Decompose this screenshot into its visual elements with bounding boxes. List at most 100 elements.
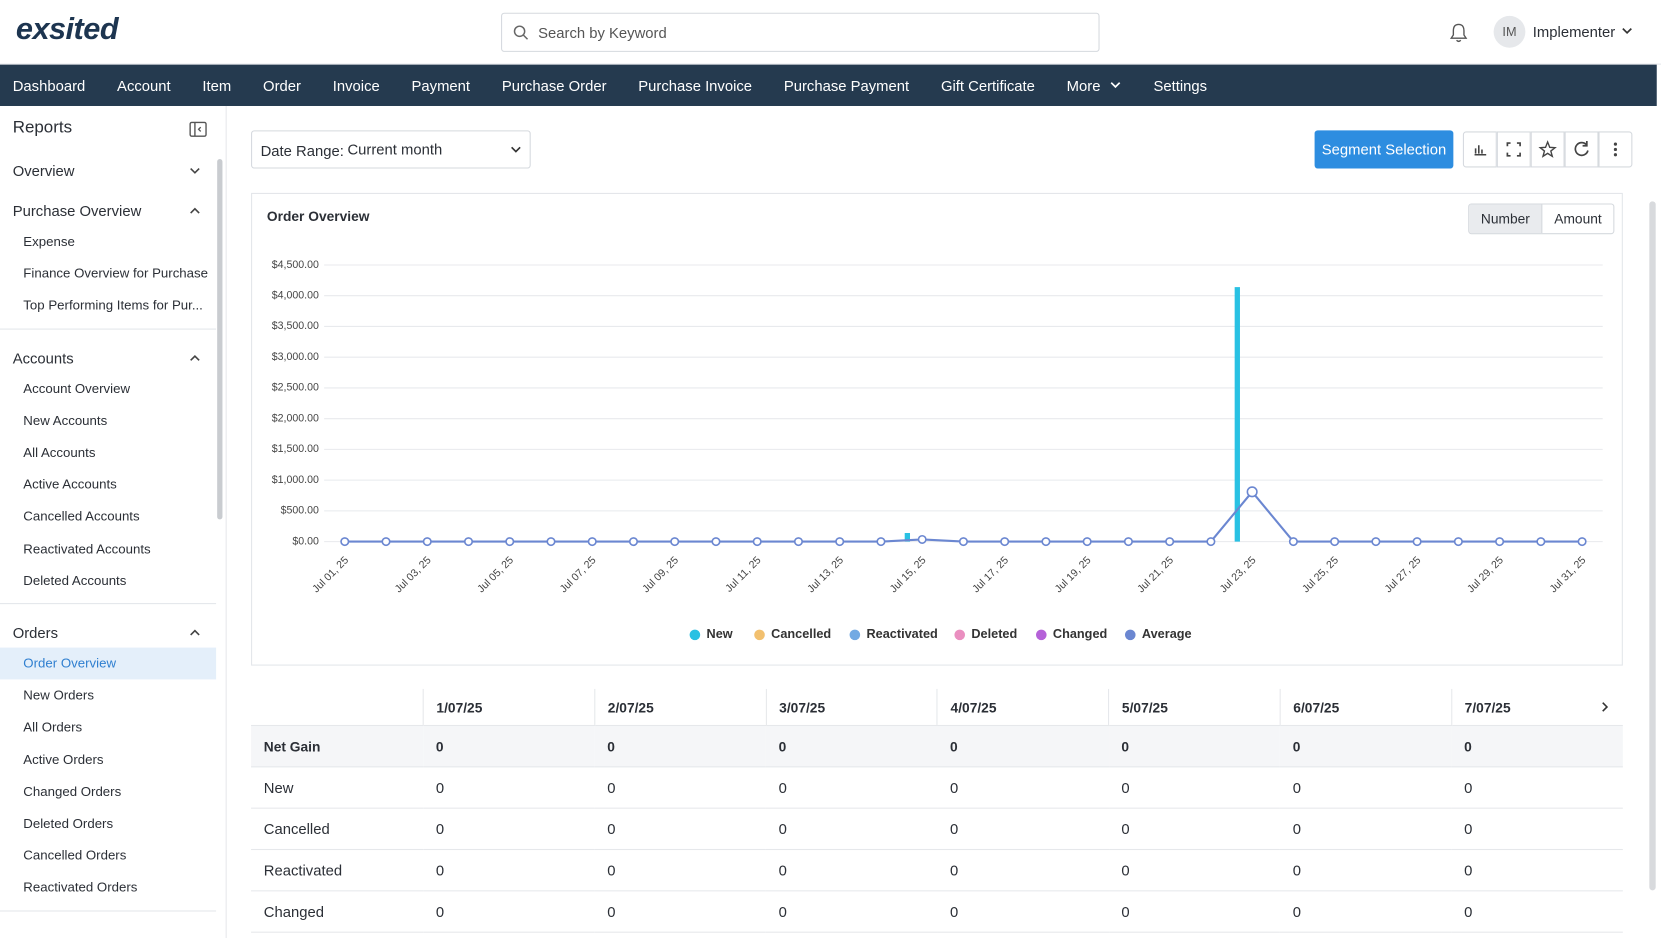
point [1330,537,1340,547]
sidebar-item[interactable]: Active Orders [23,752,104,767]
legend-label: Cancelled [771,626,831,641]
nav-item[interactable]: Item [202,76,232,94]
nav-item[interactable]: More [1051,77,1138,94]
header: exsited Search by Keyword IM Implementer [0,0,1661,65]
line [344,490,1583,543]
x-tick-label: Jul 11, 25 [723,554,763,594]
table-next[interactable] [1598,701,1611,714]
legend-label: New [707,626,733,641]
legend-swatch [849,629,861,641]
nav-item[interactable]: Gift Certificate [940,76,1035,94]
section-chevron[interactable] [189,351,202,364]
toggle-group: Number Amount [1468,203,1615,235]
search-box[interactable]: Search by Keyword [501,12,1100,52]
sidebar-item[interactable]: Cancelled Accounts [23,509,140,525]
bell-icon[interactable] [1449,22,1468,43]
x-tick-label: Jul 05, 25 [475,554,516,595]
search-placeholder: Search by Keyword [538,24,667,42]
point [835,537,845,547]
chevron [190,167,200,174]
sidebar-item[interactable]: All Orders [23,720,83,735]
section-chevron[interactable] [189,164,202,177]
nav-item[interactable]: Order [263,76,301,94]
nav-item[interactable]: Dashboard [12,76,86,94]
divider [0,603,217,605]
table-header: 1/07/25 2/07/25 3/07/25 4/07/25 5/07/25 6/07/… [251,688,1623,727]
point [1577,537,1587,547]
section-header[interactable]: Overview [12,162,75,180]
point [670,537,680,547]
y-tick-label: $3,500.00 [272,320,319,332]
nav-item[interactable]: Purchase Payment [783,76,910,94]
toggle-button[interactable]: Number [1469,204,1543,234]
sidebar-item[interactable]: New Orders [23,688,94,703]
scrollbar[interactable] [1649,201,1656,891]
refresh-button[interactable] [1564,131,1599,168]
sidebar-item[interactable]: Account Overview [23,381,131,396]
logo[interactable]: exsited [15,12,119,47]
chart: Order Overview $0.00 $500.00 $1,000.00 $1,5… [267,209,1603,641]
table-cell: 0 [937,890,1109,933]
fullscreen-button[interactable] [1496,131,1531,168]
nav-item[interactable]: Invoice [332,76,380,94]
date-range[interactable]: Date Range: Current month [251,130,531,169]
chart-card: Order Overview $0.00 $500.00 $1,000.00 $1,5… [251,192,1623,666]
section-chevron[interactable] [189,626,202,639]
nav-item[interactable]: Purchase Order [501,76,607,94]
toggle-button[interactable]: Amount [1554,210,1602,227]
sidebar-item[interactable]: Order Overview [0,647,217,680]
sidebar-item[interactable]: Cancelled Orders [23,848,127,863]
sidebar-item[interactable]: Reactivated Accounts [23,541,151,557]
favorite-button[interactable] [1530,131,1565,168]
section-chevron[interactable] [189,205,202,218]
nav-item[interactable]: Settings [1153,76,1208,94]
legend-swatch [1124,629,1136,641]
point [1536,537,1546,547]
point [628,537,638,547]
collapse-icon[interactable] [189,120,208,139]
table-row: Cancelled 0 0 0 0 0 0 0 [251,808,1623,851]
y-tick-label: $2,000.00 [272,412,319,424]
table-cell: 0 [1280,725,1452,768]
sidebar-item[interactable]: Expense [23,234,75,250]
sidebar-item[interactable]: Deleted Accounts [23,573,127,589]
search-icon [513,25,529,40]
sidebar-item[interactable]: Reactivated Orders [23,880,138,895]
point [1453,537,1463,547]
divider [0,328,217,330]
point [711,537,721,547]
more-button[interactable] [1598,131,1633,168]
sidebar-item[interactable]: Changed Orders [23,784,122,799]
x-tick-label: Jul 21, 25 [1135,554,1176,595]
point [422,537,432,547]
table-cell: 0 [765,849,938,892]
section-header[interactable]: Orders [12,624,59,642]
user-name[interactable]: Implementer [1532,23,1616,41]
nav-item[interactable]: Payment [411,76,471,94]
icon [194,122,202,136]
chart-type-button[interactable] [1462,131,1497,168]
segment-button[interactable]: Segment Selection [1314,130,1454,169]
nav-item[interactable]: Purchase Invoice [638,76,753,94]
sidebar-item[interactable]: Finance Overview for Purchase [23,266,209,282]
section-header[interactable]: Accounts [12,349,74,367]
point [958,537,968,547]
legend-swatch [954,629,966,641]
sidebar-item[interactable]: Top Performing Items for Pur... [23,298,203,314]
nav-item[interactable]: Account [117,76,171,94]
y-tick-label: $1,000.00 [272,474,319,486]
y-tick-label: $2,500.00 [272,382,319,394]
sidebar-item[interactable]: Active Accounts [23,477,117,492]
section-header[interactable]: Purchase Overview [12,202,142,220]
table-cell: 0 [765,890,938,933]
point [546,537,556,547]
point [463,537,474,547]
sidebar-item[interactable]: New Accounts [23,413,108,428]
sidebar-item[interactable]: Deleted Orders [23,816,114,831]
table-cell: Cancelled [251,808,424,851]
sidebar-item[interactable]: All Accounts [23,445,96,460]
table-cell: New [251,766,424,809]
scrollbar[interactable] [217,158,223,520]
x-tick-label: Jul 09, 25 [640,554,681,595]
avatar[interactable]: IM [1493,15,1526,48]
